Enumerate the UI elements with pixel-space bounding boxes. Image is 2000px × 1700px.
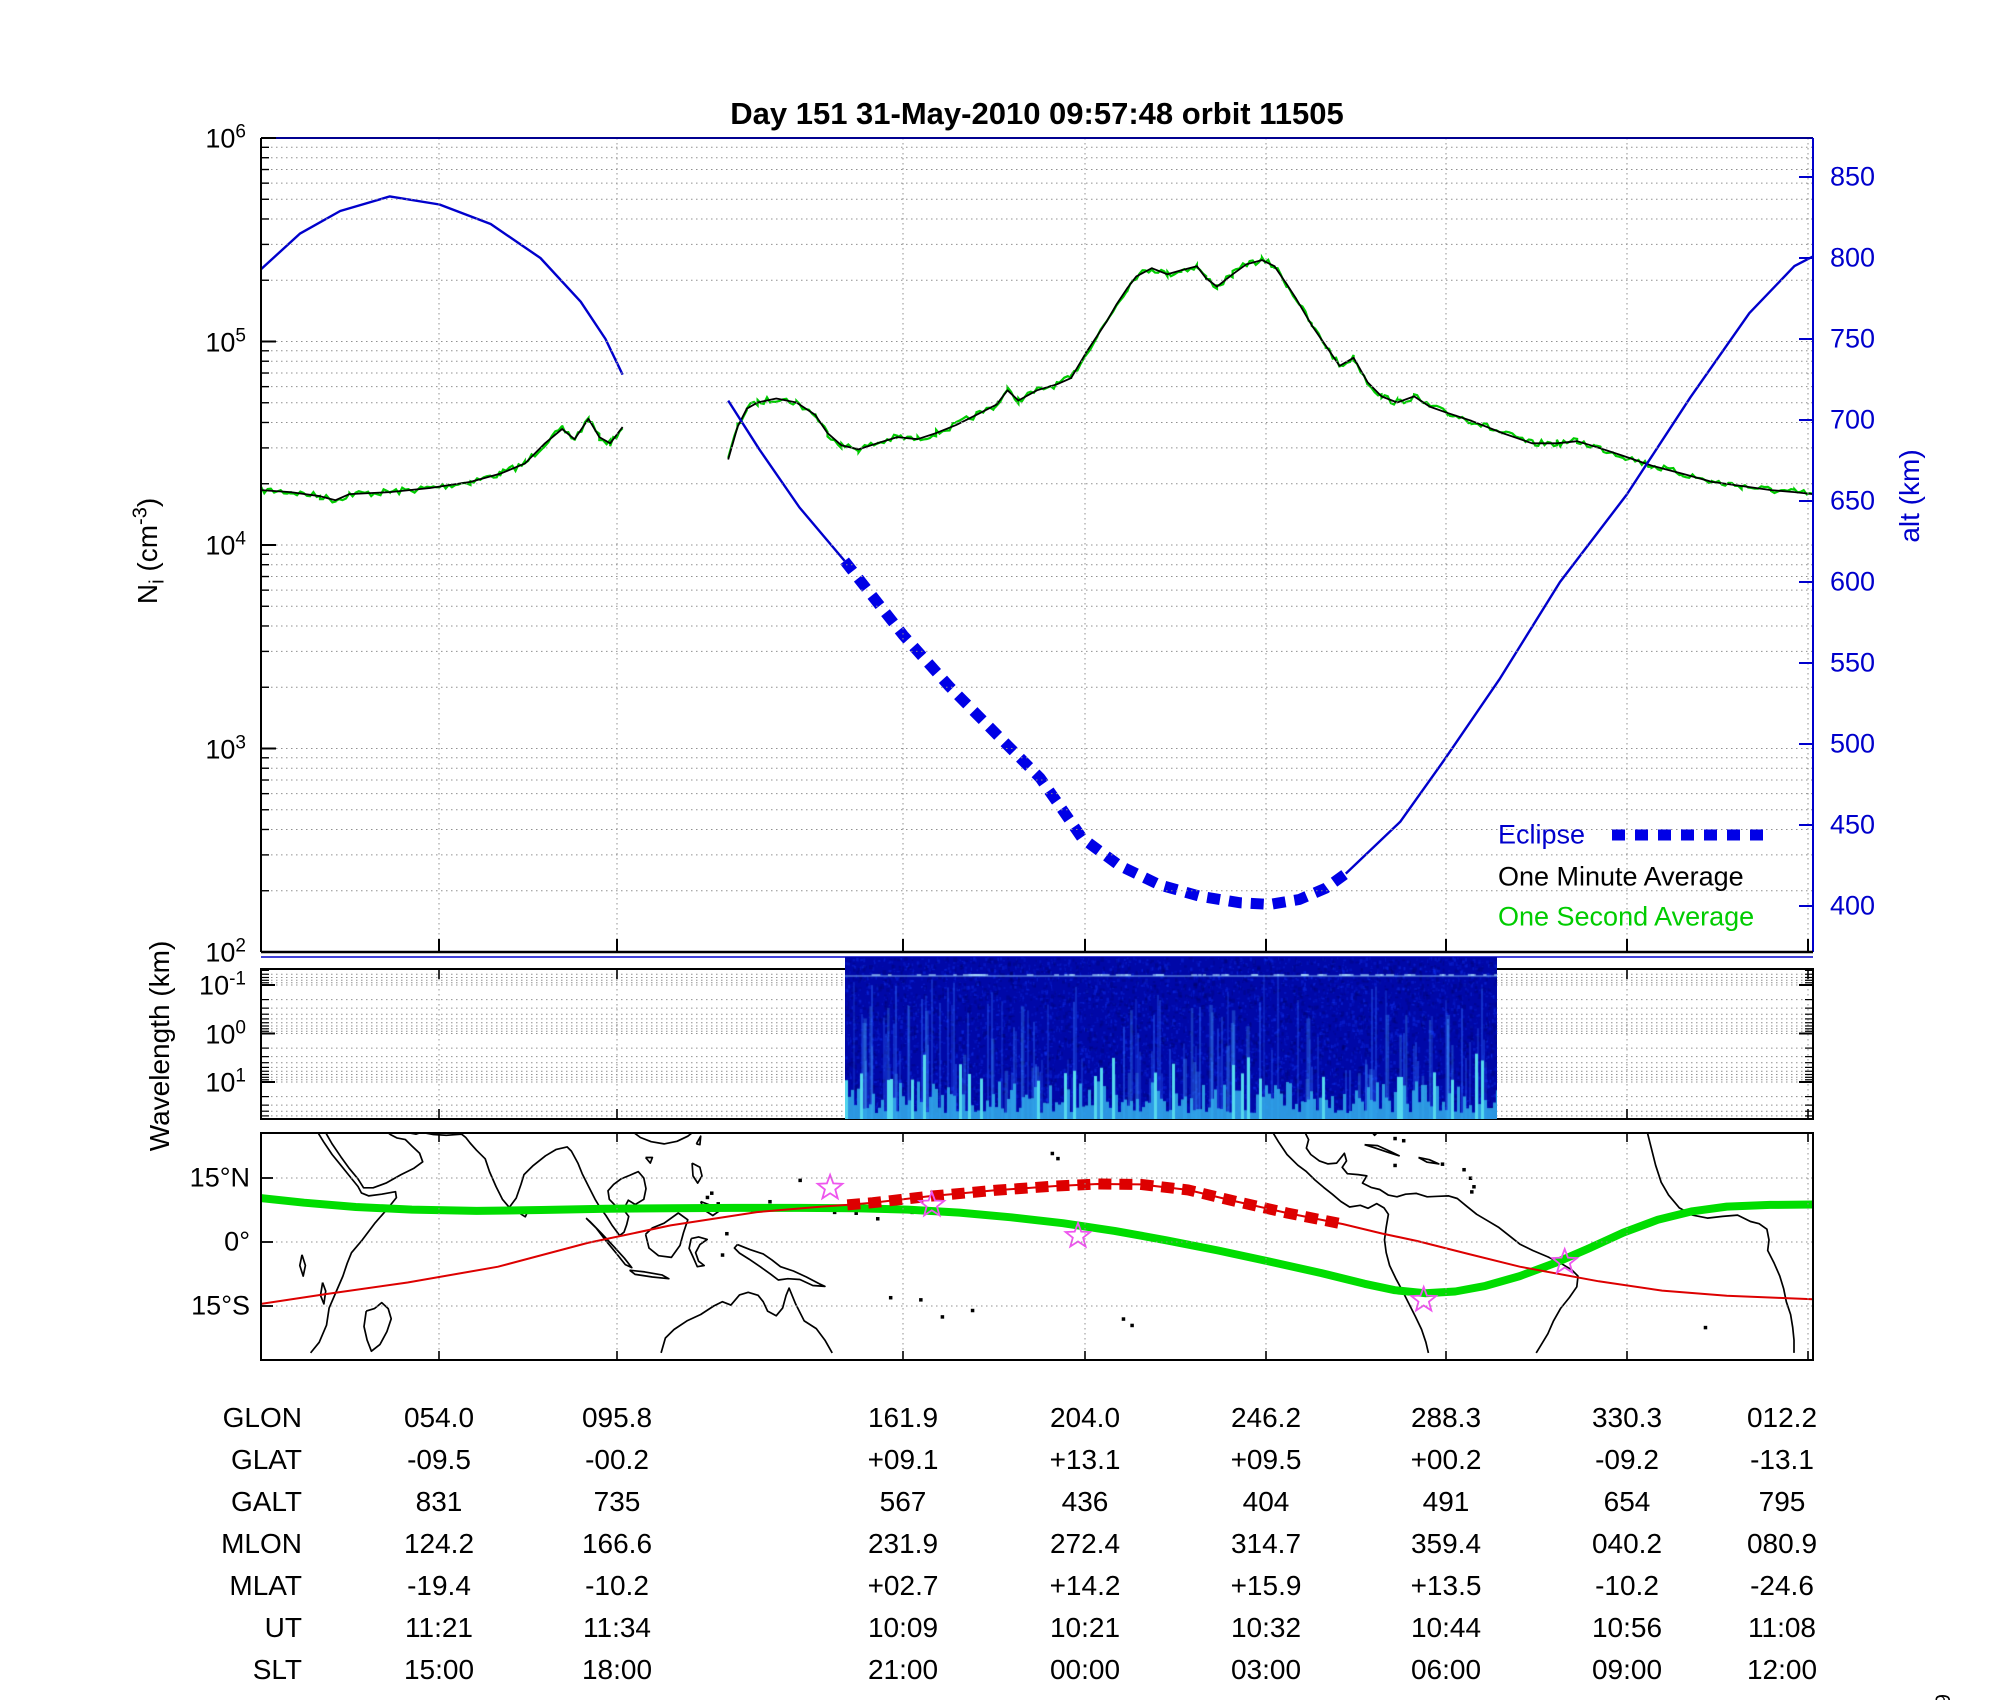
y-axis-label-altitude: alt (km)	[1894, 449, 1925, 543]
footer-cell: 272.4	[1049, 1528, 1121, 1559]
footer-row-label-mlon: MLON	[221, 1528, 302, 1559]
footer-cell: 246.2	[1230, 1402, 1302, 1433]
footer-cell: 11:21	[405, 1612, 473, 1643]
footer-cell: 09:00	[1591, 1654, 1663, 1685]
footer-cell: 654	[1603, 1486, 1651, 1517]
note-calibration: Preliminary corrected calibration, 2/11/…	[1930, 1694, 1957, 1700]
y-left-tick: 103	[205, 732, 246, 764]
footer-cell: 054.0	[403, 1402, 475, 1433]
y-right-tick: 500	[1830, 728, 1876, 759]
footer-cell: +02.7	[867, 1570, 939, 1601]
page-title: Day 151 31-May-2010 09:57:48 orbit 11505	[730, 96, 1344, 131]
footer-cell: 095.8	[581, 1402, 653, 1433]
footer-cell: 161.9	[867, 1402, 939, 1433]
y-right-tick: 600	[1830, 566, 1876, 597]
y-right-tick: 450	[1830, 809, 1876, 840]
footer-cell: 231.9	[867, 1528, 939, 1559]
wavelength-tick: 100	[205, 1017, 246, 1049]
footer-cell: 436	[1061, 1486, 1109, 1517]
footer-row-label-ut: UT	[264, 1612, 302, 1643]
footer-row-label-slt: SLT	[252, 1654, 302, 1685]
footer-cell: 10:44	[1410, 1612, 1482, 1643]
footer-cell: 15:00	[403, 1654, 475, 1685]
y-right-tick: 550	[1830, 647, 1876, 678]
footer-cell: +09.1	[867, 1444, 939, 1475]
footer-cell: 288.3	[1410, 1402, 1482, 1433]
legend-one-minute-label: One Minute Average	[1498, 861, 1744, 892]
footer-cell: 795	[1758, 1486, 1806, 1517]
y-right-tick: 750	[1830, 323, 1876, 354]
footer-cell: +09.5	[1230, 1444, 1302, 1475]
map-lat-label-15s: 15°S	[191, 1290, 250, 1321]
y-right-tick: 400	[1830, 890, 1876, 921]
y-axis-label-wavelength: Wavelength (km)	[144, 940, 175, 1152]
legend-one-second-label: One Second Average	[1498, 901, 1755, 932]
footer-cell: -00.2	[585, 1444, 649, 1475]
footer-cell: +13.5	[1410, 1570, 1482, 1601]
footer-cell: -24.6	[1750, 1570, 1814, 1601]
y-right-tick: 700	[1830, 404, 1876, 435]
footer-cell: -09.2	[1595, 1444, 1659, 1475]
y-right-tick: 850	[1830, 161, 1876, 192]
footer-cell: 314.7	[1230, 1528, 1302, 1559]
map-lat-label-0: 0°	[224, 1226, 250, 1257]
footer-cell: 040.2	[1591, 1528, 1663, 1559]
footer-cell: 204.0	[1049, 1402, 1121, 1433]
footer-cell: 11:08	[1748, 1612, 1816, 1643]
footer-cell: -09.5	[407, 1444, 471, 1475]
map-lat-label-15n: 15°N	[189, 1162, 250, 1193]
footer-cell: 831	[415, 1486, 463, 1517]
footer-row-label-glat: GLAT	[230, 1444, 302, 1475]
y-left-tick: 102	[205, 935, 246, 968]
footer-cell: 404	[1242, 1486, 1290, 1517]
footer-cell: 06:00	[1410, 1654, 1482, 1685]
footer-cell: 11:34	[583, 1612, 651, 1643]
footer-cell: 12:00	[1746, 1654, 1818, 1685]
footer-cell: 735	[593, 1486, 641, 1517]
wavelength-tick: 10-1	[199, 968, 246, 1001]
footer-cell: 166.6	[581, 1528, 653, 1559]
footer-cell: 567	[879, 1486, 927, 1517]
y-right-tick: 650	[1830, 485, 1876, 516]
footer-row-label-mlat: MLAT	[229, 1570, 302, 1601]
footer-cell: 491	[1422, 1486, 1470, 1517]
production-notes: Preliminary corrected calibration, 2/11/…	[1930, 1694, 1984, 1700]
footer-cell: 10:09	[867, 1612, 939, 1643]
footer-row-label-galt: GALT	[230, 1486, 302, 1517]
y-left-tick: 105	[205, 325, 246, 357]
footer-cell: 359.4	[1410, 1528, 1482, 1559]
y-left-tick: 104	[205, 528, 246, 561]
footer-cell: +15.9	[1230, 1570, 1302, 1601]
footer-cell: 03:00	[1230, 1654, 1302, 1685]
footer-cell: 012.2	[1746, 1402, 1818, 1433]
footer-cell: -10.2	[1595, 1570, 1659, 1601]
footer-row-label-glon: GLON	[222, 1402, 302, 1433]
footer-cell: -10.2	[585, 1570, 649, 1601]
footer-cell: 330.3	[1591, 1402, 1663, 1433]
footer-cell: 18:00	[581, 1654, 653, 1685]
footer-cell: 21:00	[867, 1654, 939, 1685]
wavelength-tick: 101	[205, 1065, 246, 1098]
footer-cell: 10:21	[1049, 1612, 1121, 1643]
y-left-tick: 106	[205, 121, 246, 154]
legend-eclipse-label: Eclipse	[1498, 819, 1586, 850]
footer-cell: +14.2	[1049, 1570, 1121, 1601]
footer-cell: 10:32	[1230, 1612, 1302, 1643]
footer-cell: +13.1	[1049, 1444, 1121, 1475]
footer-cell: 10:56	[1591, 1612, 1663, 1643]
footer-cell: 124.2	[403, 1528, 475, 1559]
footer-cell: +00.2	[1410, 1444, 1482, 1475]
wavelength-spectrogram-image	[845, 957, 1497, 1119]
footer-cell: 080.9	[1746, 1528, 1818, 1559]
note-produced: Produced 22-Jun-2010 15:19:41	[1957, 1694, 1984, 1700]
y-axis-label-ion-density: Ni (cm-3)	[130, 497, 169, 605]
footer-cell: -13.1	[1750, 1444, 1814, 1475]
footer-cell: -19.4	[407, 1570, 471, 1601]
footer-cell: 00:00	[1049, 1654, 1121, 1685]
y-right-tick: 800	[1830, 242, 1876, 273]
